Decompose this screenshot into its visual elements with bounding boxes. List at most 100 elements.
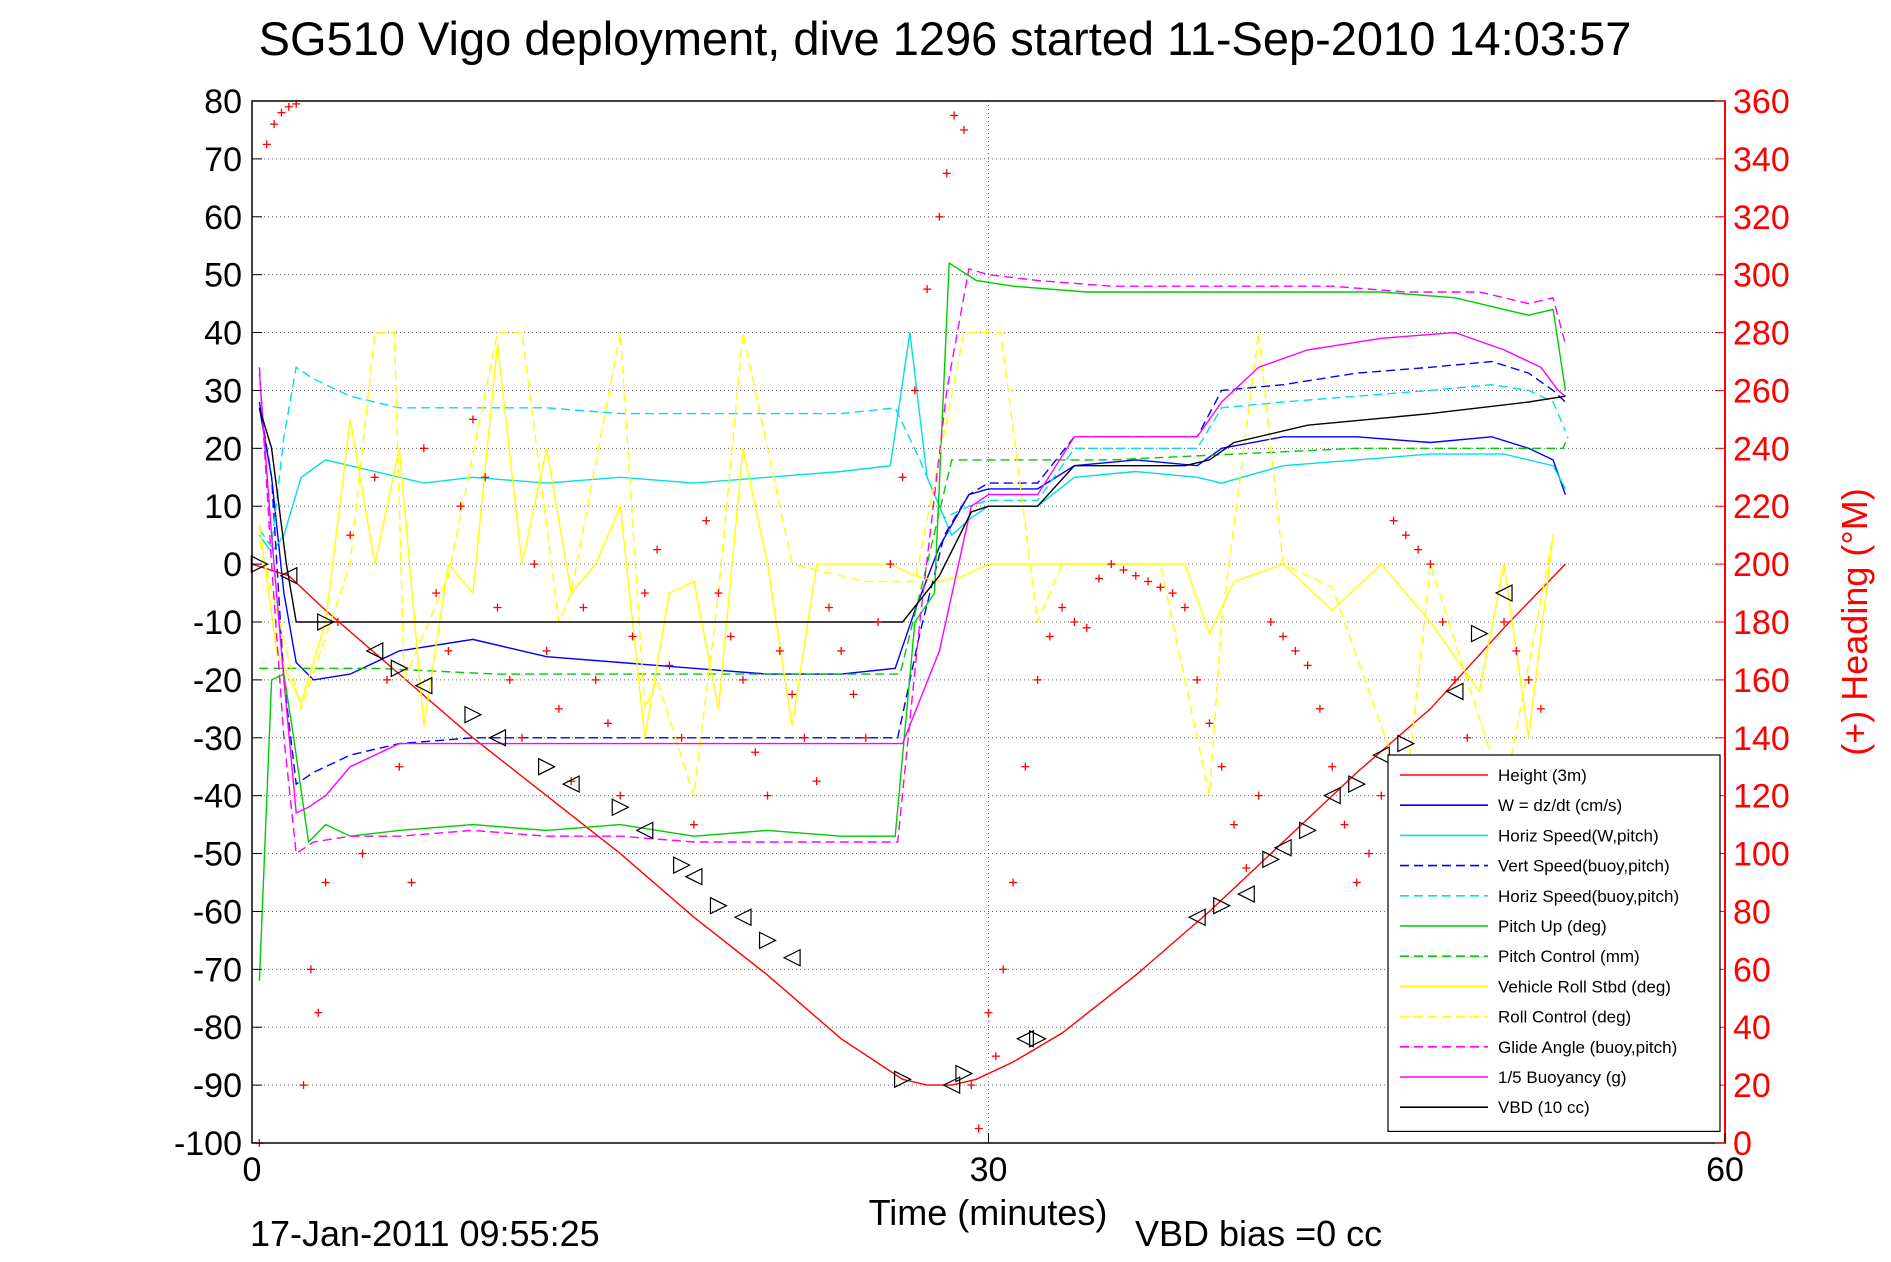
y2-tick-label: 200	[1733, 546, 1790, 584]
legend-label: Horiz Speed(buoy,pitch)	[1498, 887, 1679, 906]
y-tick-label: 0	[223, 546, 242, 584]
heading-point	[383, 675, 392, 684]
heading-point	[321, 878, 330, 887]
heading-point	[824, 603, 833, 612]
heading-point	[910, 386, 919, 395]
y-axis-ticks: 80 70 60 50 40 30 20 10 0 -10 -20 -30 -40 -50 -60 -70 -8…	[174, 83, 262, 1163]
y-tick-label: 70	[204, 141, 242, 179]
heading-point	[923, 285, 932, 294]
height-marker	[561, 775, 580, 794]
heading-point	[1094, 574, 1103, 583]
y2-tick-label: 80	[1733, 893, 1771, 931]
series-layer	[251, 261, 1569, 1086]
heading-point	[1070, 618, 1079, 626]
height-marker	[365, 641, 384, 660]
heading-point	[974, 1124, 983, 1133]
heading-point	[886, 560, 895, 569]
y2-tick-label: 320	[1733, 199, 1790, 237]
heading-point	[1352, 878, 1361, 887]
height-marker	[1273, 838, 1292, 857]
chart-title: SG510 Vigo deployment, dive 1296 started…	[259, 12, 1632, 65]
heading-point	[530, 560, 539, 569]
heading-point	[837, 646, 846, 655]
legend-label: Vert Speed(buoy,pitch)	[1498, 857, 1670, 876]
heading-point	[270, 120, 279, 129]
heading-point	[518, 733, 527, 742]
heading-point	[1512, 646, 1521, 655]
heading-point	[358, 849, 367, 858]
legend-label: Vehicle Roll Stbd (deg)	[1498, 977, 1671, 996]
y2-tick-label: 180	[1733, 604, 1790, 642]
y-tick-label: 40	[204, 315, 242, 353]
height-marker	[1028, 1029, 1047, 1048]
x-tick-label: 30	[970, 1151, 1008, 1189]
height-marker	[684, 867, 703, 886]
heading-point	[603, 719, 612, 728]
heading-point	[1082, 623, 1091, 632]
y2-tick-label: 300	[1733, 257, 1790, 295]
heading-point	[333, 618, 342, 626]
y-tick-label: 10	[204, 488, 242, 526]
heading-point	[1389, 516, 1398, 525]
y-tick-label: 30	[204, 372, 242, 410]
y2-tick-label: 260	[1733, 372, 1790, 410]
legend: Height (3m) W = dz/dt (cm/s) Horiz Speed(W…	[1387, 754, 1721, 1132]
height-marker	[414, 676, 433, 695]
heading-point	[1180, 603, 1189, 612]
height-marker	[1371, 746, 1390, 765]
heading-point	[1131, 571, 1140, 580]
heading-point	[665, 661, 674, 670]
height-marker	[942, 1076, 961, 1095]
height-marker	[1470, 624, 1489, 643]
y2-tick-label: 40	[1733, 1009, 1771, 1047]
y2-tick-label: 240	[1733, 430, 1790, 468]
heading-point	[898, 473, 907, 482]
height-marker	[1236, 885, 1255, 904]
height-marker	[1262, 850, 1281, 869]
y2-tick-label: 340	[1733, 141, 1790, 179]
heading-point	[1254, 791, 1263, 800]
height-marker	[1213, 896, 1232, 915]
height-marker	[758, 931, 777, 950]
heading-point	[726, 632, 735, 641]
heading-point	[1045, 632, 1054, 641]
heading-point	[950, 111, 959, 120]
y-tick-label: 60	[204, 199, 242, 237]
height-marker	[1322, 786, 1341, 805]
legend-label: VBD (10 cc)	[1498, 1098, 1590, 1117]
heading-point	[763, 791, 772, 800]
heading-point	[262, 140, 271, 149]
height-marker	[673, 856, 691, 875]
heading-point	[444, 646, 453, 655]
heading-point	[616, 791, 625, 800]
heading-point	[1328, 762, 1337, 771]
y2-tick-label: 280	[1733, 315, 1790, 353]
heading-point	[1205, 719, 1214, 728]
heading-point	[959, 125, 968, 134]
series-line-5	[258, 261, 1567, 981]
heading-point	[493, 603, 502, 612]
footer-timestamp: 17-Jan-2011 09:55:25	[250, 1213, 600, 1254]
heading-point	[419, 444, 428, 453]
heading-point	[1500, 618, 1509, 626]
series-line-11	[258, 395, 1566, 623]
height-marker	[893, 1070, 912, 1089]
heading-point	[481, 473, 490, 482]
series-line-2	[258, 332, 1567, 554]
heading-point	[677, 733, 686, 742]
height-marker	[733, 908, 752, 927]
series-line-7	[258, 344, 1554, 738]
legend-label: Glide Angle (buoy,pitch)	[1498, 1038, 1677, 1057]
y2-axis-ticks: 3603403203002802602402202001801601401201…	[1715, 83, 1790, 1163]
height-marker	[1299, 821, 1317, 840]
heading-point	[407, 878, 416, 887]
series-line-6	[259, 436, 1569, 675]
heading-point	[1168, 589, 1177, 598]
heading-point	[1463, 733, 1472, 742]
heading-point	[1414, 545, 1423, 554]
heading-point	[849, 690, 858, 699]
heading-point	[1193, 675, 1202, 684]
heading-point	[812, 777, 821, 786]
height-markers	[250, 555, 1513, 1095]
heading-point	[370, 473, 379, 482]
